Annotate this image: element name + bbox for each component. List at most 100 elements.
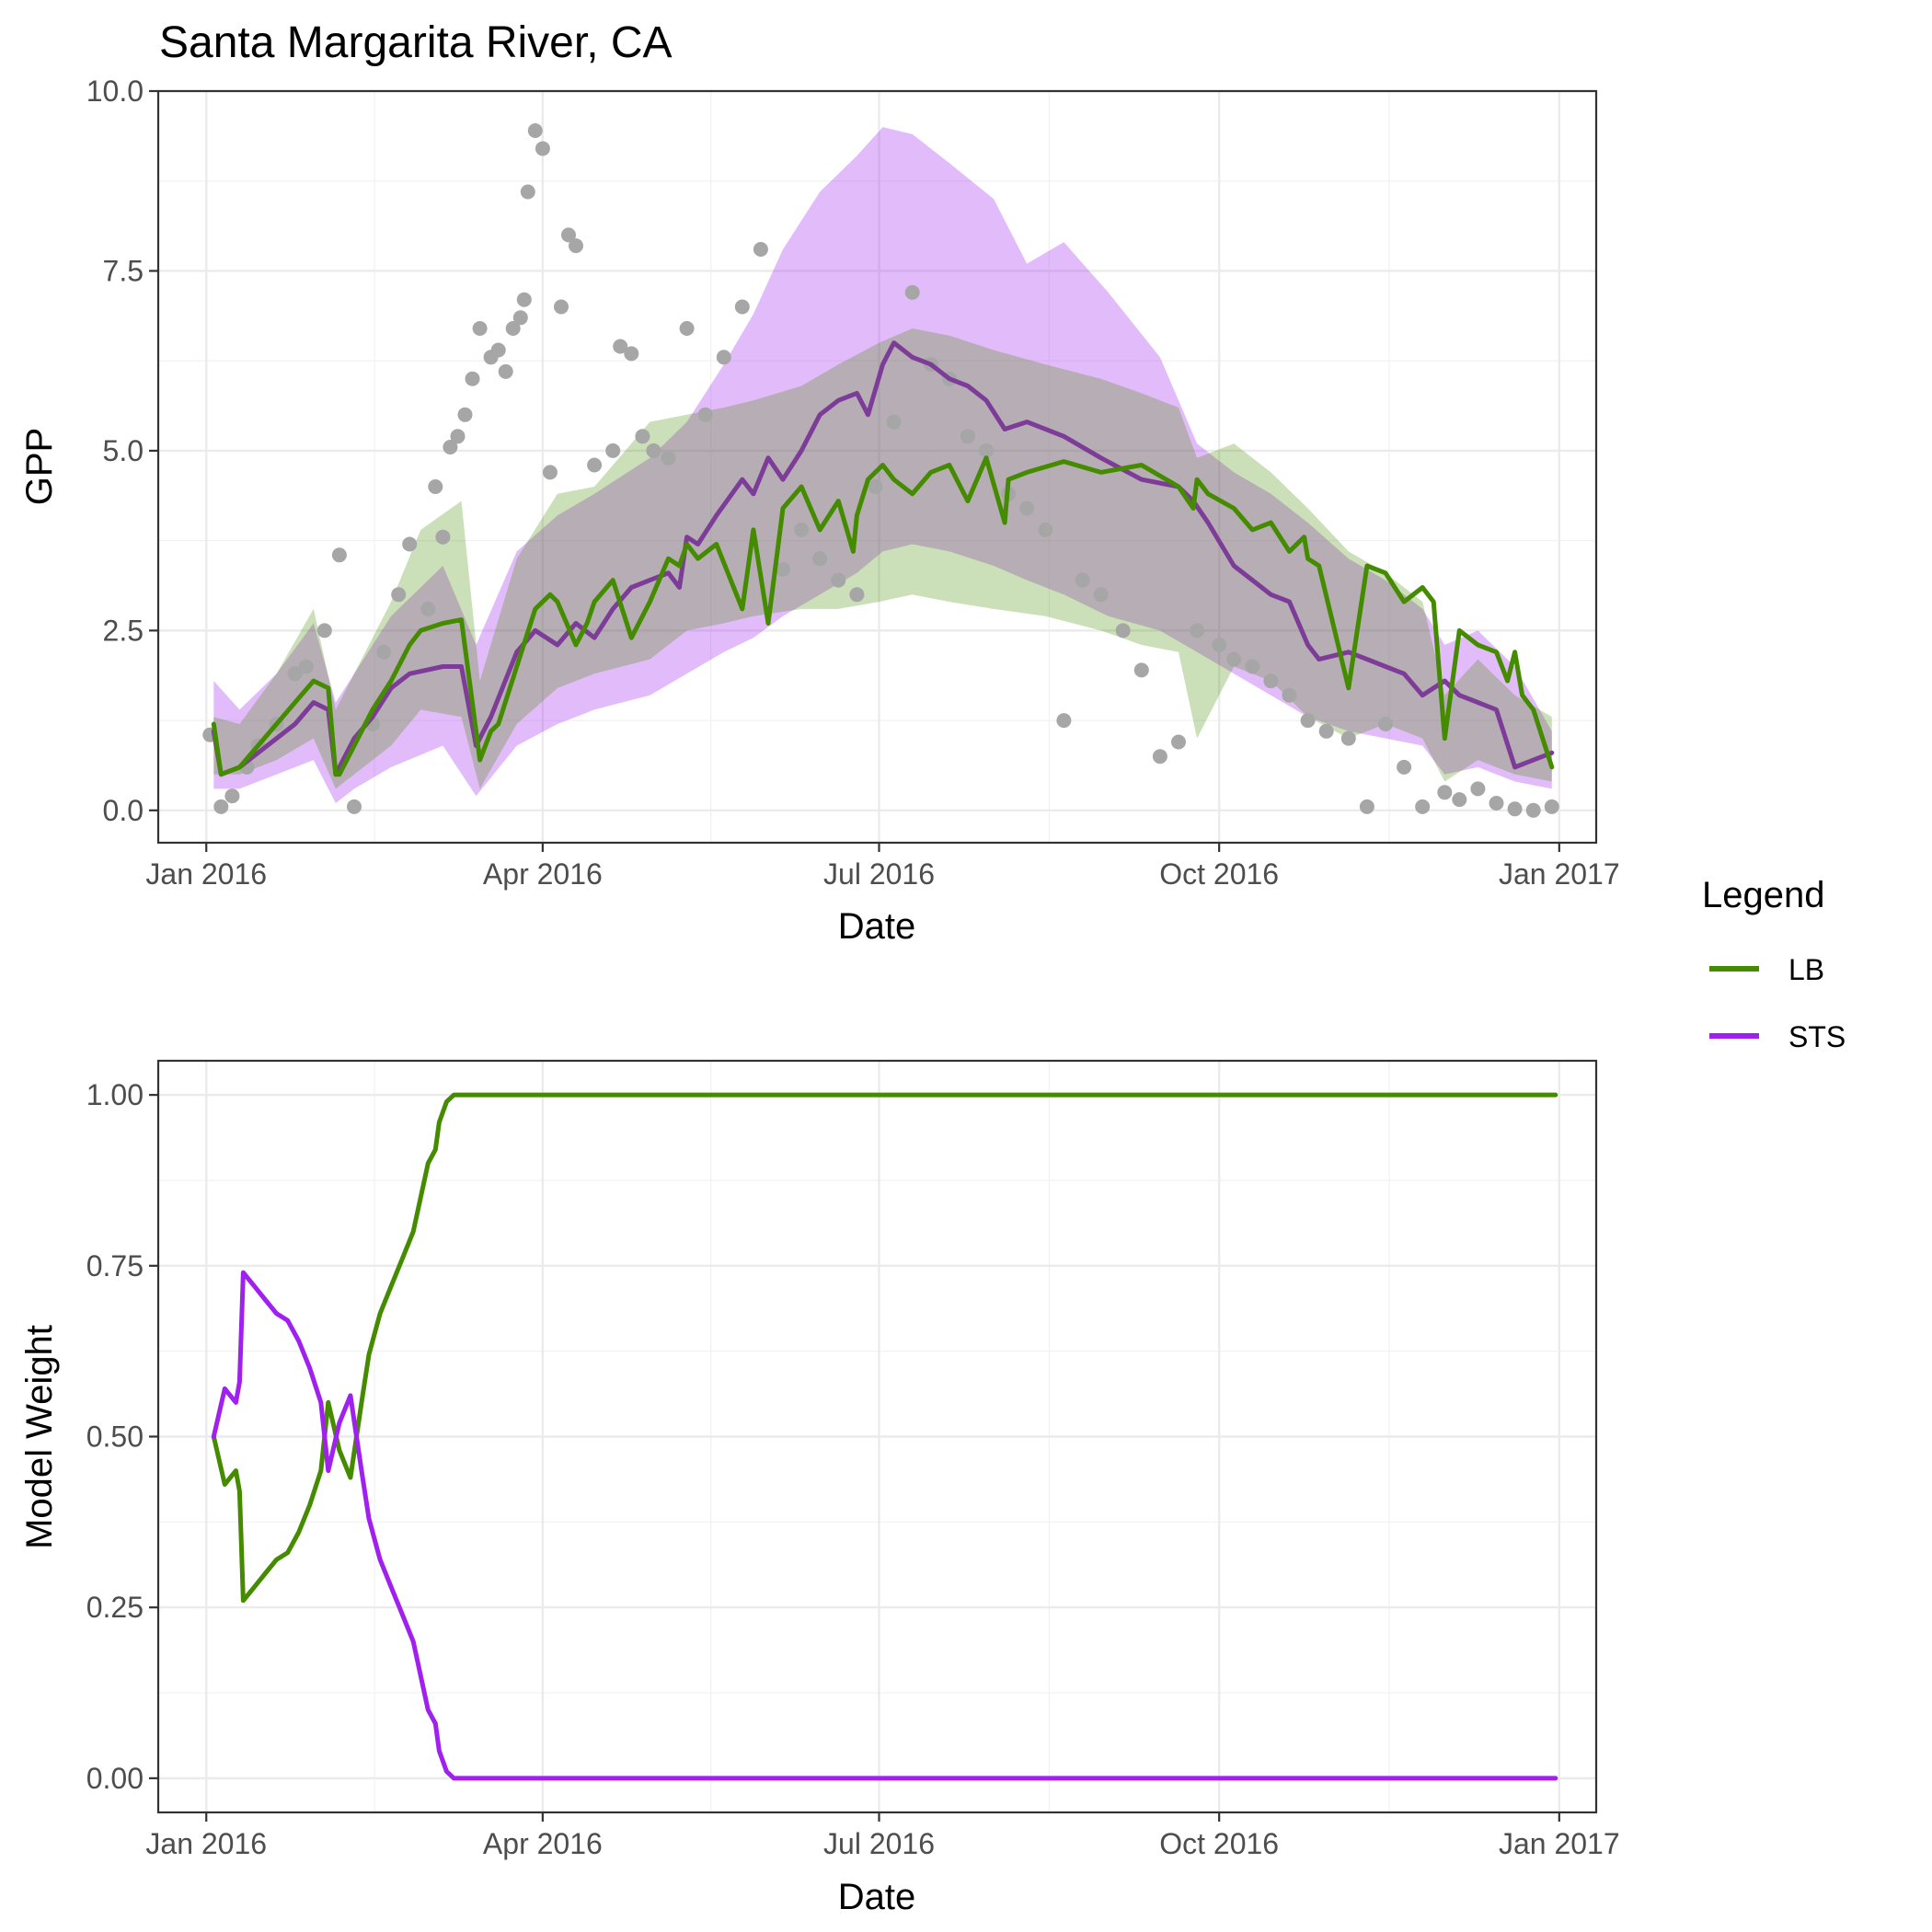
observed-point <box>1056 713 1072 729</box>
x-tick-label: Jul 2016 <box>823 1827 935 1860</box>
gpp-panel: Jan 2016 Apr 2016 Jul 2016 Oct 2016 Jan 2017… <box>19 75 1620 947</box>
observed-point <box>287 666 303 682</box>
y-tick-label: 10.0 <box>86 75 144 108</box>
observed-point <box>1318 723 1334 739</box>
observed-point <box>1115 623 1131 638</box>
x-tick-label: Apr 2016 <box>483 857 603 891</box>
observed-point <box>1378 717 1393 731</box>
observed-point <box>886 414 902 430</box>
observed-point <box>1415 799 1431 814</box>
gpp-y-axis-title: GPP <box>19 428 60 505</box>
y-tick-label: 1.00 <box>86 1078 144 1111</box>
observed-point <box>1437 785 1453 800</box>
lb-gpp-line <box>211 455 1555 777</box>
lb-interval-ribbon <box>213 328 1552 789</box>
observed-point <box>465 371 480 386</box>
weight-panel: Jan 2016 Apr 2016 Jul 2016 Oct 2016 Jan 2017… <box>19 1059 1620 1917</box>
observed-point <box>1245 659 1260 674</box>
observed-point <box>516 292 532 307</box>
observed-point <box>1340 730 1356 746</box>
gpp-lines <box>211 340 1555 777</box>
observed-point <box>472 321 488 336</box>
observed-point <box>1359 799 1374 814</box>
observed-point <box>331 547 347 563</box>
observed-point <box>554 299 569 315</box>
observed-point <box>605 443 621 458</box>
observed-point <box>1263 673 1279 689</box>
observed-point <box>587 457 603 473</box>
observed-point <box>450 429 466 444</box>
observed-point <box>527 123 543 138</box>
observed-point <box>1133 662 1149 678</box>
observed-point <box>868 479 883 494</box>
observed-point <box>1093 587 1109 603</box>
observed-point <box>1212 638 1227 652</box>
legend: Legend LB STS <box>1702 875 1846 1053</box>
observed-point <box>849 587 865 603</box>
observed-point <box>979 443 994 458</box>
observed-point <box>1038 522 1053 537</box>
observed-point <box>1226 651 1242 667</box>
observed-point <box>697 407 713 422</box>
observed-point <box>520 184 535 200</box>
weight-lines <box>211 1092 1558 1781</box>
observed-point <box>376 644 392 660</box>
observed-point <box>490 342 506 358</box>
observed-point <box>1171 734 1186 750</box>
observed-point <box>716 350 731 365</box>
observed-point <box>457 407 473 422</box>
x-tick-label: Apr 2016 <box>483 1827 603 1860</box>
gpp-panel-background <box>158 91 1596 843</box>
y-tick-label: 5.0 <box>103 434 144 467</box>
observed-point <box>904 284 920 300</box>
weight-y-axis-title: Model Weight <box>19 1325 60 1549</box>
x-tick-label: Oct 2016 <box>1159 857 1279 891</box>
observed-point <box>613 339 628 354</box>
observed-point <box>535 141 550 156</box>
observed-point <box>960 429 975 444</box>
gpp-panel-border <box>156 89 1598 845</box>
observed-point <box>316 623 332 638</box>
observed-point <box>812 551 828 567</box>
observed-point <box>1282 687 1297 703</box>
observed-point <box>661 450 676 466</box>
weight-grid <box>158 1061 1596 1812</box>
legend-item-sts: STS <box>1709 1020 1846 1053</box>
observed-point <box>512 310 528 326</box>
observed-point <box>435 529 451 545</box>
observed-point <box>298 659 314 674</box>
observed-point <box>561 227 576 243</box>
legend-label-lb: LB <box>1788 953 1824 986</box>
figure-title: Santa Margarita River, CA <box>159 18 673 67</box>
observed-point <box>1507 801 1523 817</box>
y-tick-label: 0.75 <box>86 1249 144 1282</box>
observed-point <box>753 242 768 257</box>
observed-point <box>1300 713 1316 729</box>
observed-point <box>443 440 458 454</box>
x-tick-label: Jan 2016 <box>145 857 267 891</box>
observed-point <box>635 429 650 444</box>
observed-point <box>213 799 229 814</box>
observed-point <box>391 587 407 603</box>
observed-point <box>1489 796 1504 811</box>
observed-point <box>1544 799 1559 814</box>
observed-point <box>831 572 846 588</box>
sts-weight-line <box>211 1270 1558 1781</box>
sts-gpp-line <box>211 340 1555 777</box>
observed-point <box>1190 623 1205 638</box>
y-tick-label: 2.5 <box>103 614 144 647</box>
x-tick-label: Jan 2017 <box>1499 857 1620 891</box>
legend-label-sts: STS <box>1788 1020 1846 1053</box>
observed-point <box>776 561 790 577</box>
observed-point <box>1075 572 1090 588</box>
observed-point <box>1152 749 1167 765</box>
x-tick-label: Jan 2017 <box>1499 1827 1620 1860</box>
observed-point <box>569 238 583 254</box>
observed-point <box>1397 759 1412 775</box>
x-tick-label: Oct 2016 <box>1159 1827 1279 1860</box>
legend-item-lb: LB <box>1709 953 1824 986</box>
observed-point <box>498 363 513 379</box>
observed-point <box>420 601 436 616</box>
observed-point <box>428 479 443 494</box>
